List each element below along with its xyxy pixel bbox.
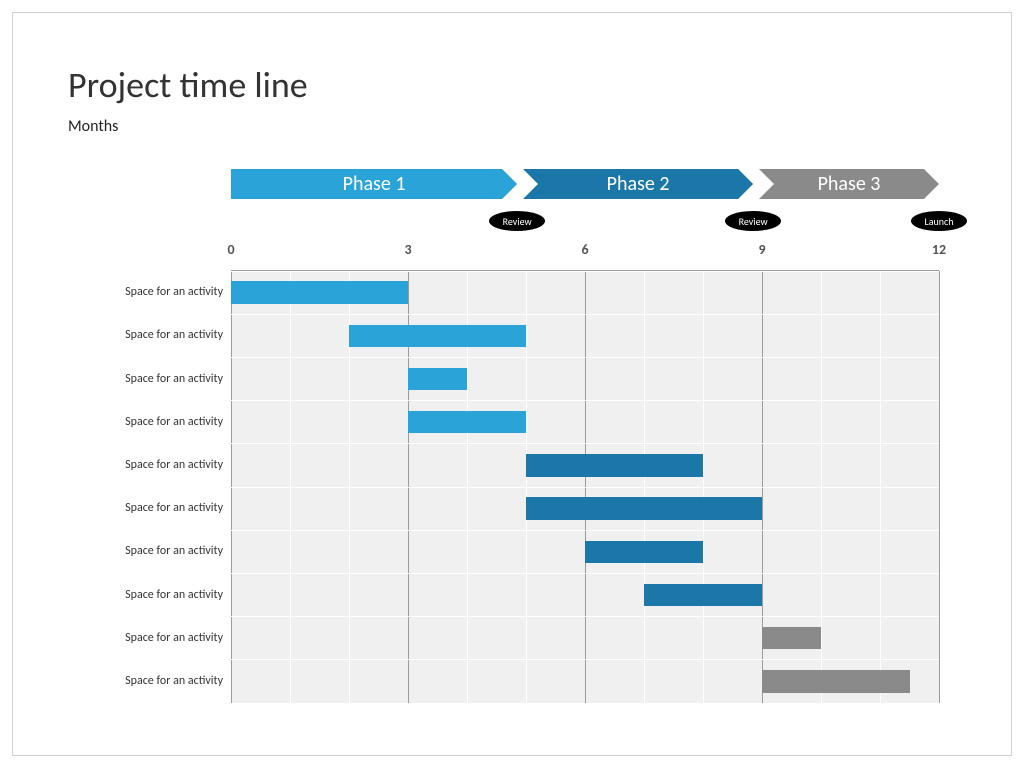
page-subtitle: Months (68, 117, 118, 136)
grid-line-horizontal (231, 357, 939, 358)
activity-label: Space for an activity (53, 328, 223, 342)
grid-line-horizontal (231, 314, 939, 315)
phase-banner: Phase 1 (231, 169, 517, 199)
phase-label: Phase 3 (818, 172, 881, 196)
activity-label: Space for an activity (53, 588, 223, 602)
axis-tick-label: 3 (388, 241, 428, 258)
milestone-label: Review (503, 215, 532, 228)
gantt-bar (526, 497, 762, 519)
activity-label: Space for an activity (53, 544, 223, 558)
grid-line-horizontal (231, 487, 939, 488)
axis-tick-label: 0 (211, 241, 251, 258)
phase-banner: Phase 3 (759, 169, 939, 199)
milestone-label: Launch (925, 215, 954, 228)
grid-line-horizontal (231, 271, 939, 272)
grid-line-horizontal (231, 400, 939, 401)
activity-label: Space for an activity (53, 631, 223, 645)
gantt-bar (408, 411, 526, 433)
gantt-bar (349, 325, 526, 347)
gantt-bar (408, 368, 467, 390)
gantt-bar (231, 281, 408, 303)
axis-tick-label: 9 (742, 241, 782, 258)
activity-label: Space for an activity (53, 458, 223, 472)
activity-label: Space for an activity (53, 415, 223, 429)
gantt-bar (762, 627, 821, 649)
gantt-bar (585, 541, 703, 563)
phase-label: Phase 2 (607, 172, 670, 196)
activity-label: Space for an activity (53, 501, 223, 515)
gantt-grid (231, 271, 939, 703)
page-title: Project time line (68, 63, 308, 107)
grid-line-horizontal (231, 443, 939, 444)
axis-tick-label: 12 (919, 241, 959, 258)
activity-label: Space for an activity (53, 674, 223, 688)
gantt-bar (526, 454, 703, 476)
grid-line-horizontal (231, 573, 939, 574)
milestone-badge: Review (725, 211, 781, 231)
phase-label: Phase 1 (343, 172, 406, 196)
activity-label: Space for an activity (53, 372, 223, 386)
gantt-bar (762, 670, 910, 692)
slide-content: Project time line Months Phase 1 Phase 2 Pha… (13, 13, 1011, 755)
grid-line-horizontal (231, 530, 939, 531)
milestone-label: Review (739, 215, 768, 228)
slide-frame: Project time line Months Phase 1 Phase 2 Pha… (12, 12, 1012, 756)
activity-label: Space for an activity (53, 285, 223, 299)
grid-line-horizontal (231, 703, 939, 704)
gantt-bar (644, 584, 762, 606)
axis-tick-label: 6 (565, 241, 605, 258)
phase-banner: Phase 2 (523, 169, 753, 199)
milestone-badge: Review (489, 211, 545, 231)
grid-line-horizontal (231, 616, 939, 617)
milestone-badge: Launch (911, 211, 967, 231)
grid-line-horizontal (231, 659, 939, 660)
